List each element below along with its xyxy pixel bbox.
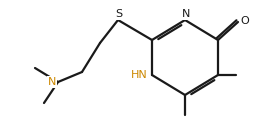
Text: N: N (48, 77, 56, 87)
Text: O: O (241, 16, 249, 26)
Text: HN: HN (131, 70, 148, 80)
Text: S: S (115, 9, 123, 19)
Text: N: N (182, 9, 190, 19)
